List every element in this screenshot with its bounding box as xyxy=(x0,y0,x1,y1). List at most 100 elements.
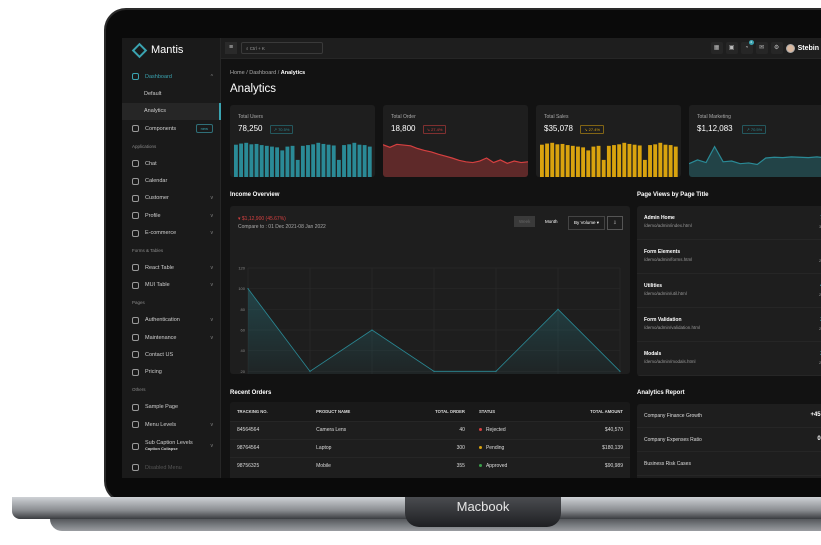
page-view-row[interactable]: Form Elements/demo/admin/forms.html5228.… xyxy=(637,240,821,274)
month-button[interactable]: Month xyxy=(545,219,558,224)
sidebar-item-analytics[interactable]: Analytics xyxy=(122,102,221,121)
stat-bar xyxy=(270,146,274,177)
income-point xyxy=(309,370,311,372)
stat-bar xyxy=(290,145,295,177)
bell-icon[interactable]: ◔ 4 xyxy=(740,40,754,54)
stat-bar xyxy=(550,142,555,177)
column-header[interactable]: TOTAL AMOUNT xyxy=(546,402,630,421)
page-view-row[interactable]: Admin Home/demo/admin/index.html 779 31.74 xyxy=(637,206,821,240)
gear-icon[interactable]: ⚙ xyxy=(770,42,783,54)
table-row[interactable]: 98764564 Laptop 300 Pending $180,139 xyxy=(230,438,630,457)
page-view-row[interactable]: Utilities/demo/admin/util.html 484 25.35 xyxy=(637,274,821,308)
status-label: Approved xyxy=(485,463,508,470)
stat-bar xyxy=(280,150,285,177)
download-icon[interactable]: ⇩ xyxy=(607,216,623,230)
stat-bar xyxy=(540,144,544,177)
table-row[interactable]: 98756325 Mobile 355 Approved $90,989 xyxy=(230,456,630,475)
sidebar-item-chat[interactable]: Chat xyxy=(122,155,221,172)
trend-icon: ↘ xyxy=(584,127,589,132)
income-card: ▾ $1,12,900 (45.67%) Compare to : 01 Dec… xyxy=(230,206,630,374)
sidebar-item-profile[interactable]: Profile v xyxy=(122,207,221,224)
page-view-path: /demo/admin/forms.html xyxy=(644,257,693,262)
column-header[interactable]: TRACKING NO. xyxy=(230,402,310,421)
apps-icon[interactable]: ▦ xyxy=(710,42,723,54)
breadcrumb: Home / Dashboard / Analytics xyxy=(230,70,306,76)
volume-select[interactable]: By Volume ▾ xyxy=(568,216,606,230)
stat-chart xyxy=(689,145,821,177)
column-header[interactable]: PRODUCT NAME xyxy=(309,402,395,421)
sidebar-nav: Dashboard ^ Default Analytics Components new A… xyxy=(122,68,221,477)
stat-bar xyxy=(586,150,591,177)
sidebar-item-contact-us[interactable]: Contact US xyxy=(122,346,221,363)
page-view-row[interactable]: Form Validation/demo/admin/validation.ht… xyxy=(637,308,821,342)
trend-icon: ↘ xyxy=(426,127,432,132)
user-name[interactable]: Stebin xyxy=(797,44,819,52)
stat-bar xyxy=(653,144,658,177)
image-icon[interactable]: ▣ xyxy=(725,42,738,54)
sidebar-item-label: Others xyxy=(132,387,146,393)
week-button[interactable]: Week xyxy=(514,216,536,227)
new-badge: new xyxy=(195,124,213,134)
sidebar-item-e-commerce[interactable]: E-commerce v xyxy=(122,225,221,242)
report-row[interactable]: Business Risk CasesLo xyxy=(637,452,821,476)
sidebar-item-menu-levels[interactable]: Menu Levels v xyxy=(122,416,221,433)
sidebar-item-dashboard[interactable]: Dashboard ^ xyxy=(122,68,221,85)
status-cell: Approved xyxy=(471,456,547,475)
logo[interactable]: Mantis xyxy=(131,42,183,58)
status-dot xyxy=(478,464,482,468)
trend-icon: ↗ xyxy=(273,127,279,132)
sidebar-item-components[interactable]: Components new xyxy=(122,120,221,137)
sidebar-item-caption: Caption Collapse xyxy=(145,446,178,452)
total-cell: 355 xyxy=(394,456,472,475)
menu-toggle-button[interactable]: ≡ xyxy=(225,42,237,54)
report-row[interactable]: Company Expenses Ratio 0.58 xyxy=(637,428,821,452)
sidebar-item-default[interactable]: Default xyxy=(122,85,221,102)
sidebar-item-calendar[interactable]: Calendar xyxy=(122,172,221,189)
stat-bar xyxy=(357,144,362,177)
stat-bar xyxy=(254,143,259,177)
menu-item-icon xyxy=(132,160,139,168)
stat-label: Total Users xyxy=(238,114,264,120)
stat-bar xyxy=(264,145,269,177)
column-header[interactable]: STATUS xyxy=(471,402,547,421)
amount-cell: $90,989 xyxy=(546,456,630,475)
sidebar-item-authentication[interactable]: Authentication v xyxy=(122,311,221,328)
sidebar-item-label: Disabled Menu xyxy=(145,464,182,471)
table-row[interactable]: 84564564 Camera Lens 40 Rejected $40,570 xyxy=(230,420,630,439)
sidebar-item-react-table[interactable]: React Table v xyxy=(122,259,221,276)
sidebar-item-label: Calendar xyxy=(145,178,168,185)
sidebar-item-customer[interactable]: Customer v xyxy=(122,190,221,207)
stat-bar xyxy=(367,146,372,177)
page-view-title: Admin Home xyxy=(644,215,675,221)
total-cell: 40 xyxy=(394,420,472,439)
stat-bar xyxy=(326,144,331,177)
breadcrumb-home[interactable]: Home xyxy=(230,70,245,76)
stat-bar xyxy=(545,143,549,177)
page-view-row[interactable]: Modals/demo/admin/modals.html 300 22.21 xyxy=(637,342,821,376)
chevron-icon: v xyxy=(210,421,214,428)
sidebar-item-applications: Applications xyxy=(122,138,221,155)
page-view-title: Utilities xyxy=(644,283,663,289)
column-header[interactable]: TOTAL ORDER xyxy=(394,402,472,421)
orders-title: Recent Orders xyxy=(230,390,272,396)
breadcrumb-dashboard[interactable]: Dashboard xyxy=(249,70,277,76)
sidebar-item-sample-page[interactable]: Sample Page xyxy=(122,398,221,415)
page-view-path: /demo/admin/modals.html xyxy=(644,359,696,364)
income-compare: Compare to : 01 Dec 2021-08 Jan 2022 xyxy=(238,224,326,230)
chevron-icon: ^ xyxy=(210,73,213,80)
mail-icon[interactable]: ✉ xyxy=(755,42,768,54)
search-input[interactable]: ⌕ Ctrl + K xyxy=(241,42,323,54)
sidebar-item-sub-caption-levels[interactable]: Sub Caption Levels Caption Collapse v xyxy=(122,433,221,459)
stat-card: Total Users 78,250 ↗ 70.5% xyxy=(230,105,375,177)
stat-bar xyxy=(612,145,616,177)
stat-bar xyxy=(244,142,249,177)
avatar[interactable] xyxy=(785,43,795,53)
sidebar-item-disabled-menu: Disabled Menu xyxy=(122,459,221,476)
sidebar-item-pricing[interactable]: Pricing xyxy=(122,364,221,381)
sidebar-item-label: Maintenance xyxy=(145,334,177,341)
report-row[interactable]: Company Finance Growth +45.14 xyxy=(637,404,821,428)
sidebar-item-maintenance[interactable]: Maintenance v xyxy=(122,329,221,346)
sidebar-item-mui-table[interactable]: MUI Table v xyxy=(122,277,221,294)
sidebar-item-label: Forms & Tables xyxy=(132,248,164,254)
trend-icon: ↗ xyxy=(746,127,751,132)
